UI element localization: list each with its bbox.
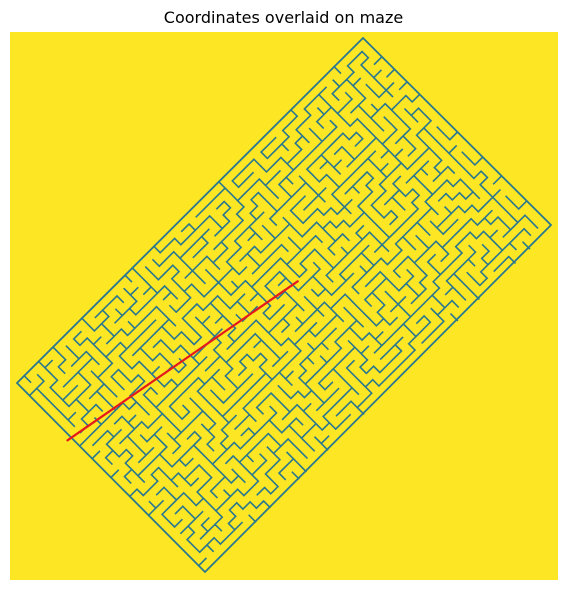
- maze-grid: [15, 36, 553, 574]
- maze-canvas: [10, 32, 558, 580]
- maze-border: [15, 36, 553, 574]
- maze-walls: [23, 50, 539, 567]
- maze-plot: [10, 32, 558, 580]
- figure-title: Coordinates overlaid on maze: [163, 8, 404, 27]
- coordinate-line: [66, 280, 299, 442]
- red-coordinate-line: [66, 280, 299, 442]
